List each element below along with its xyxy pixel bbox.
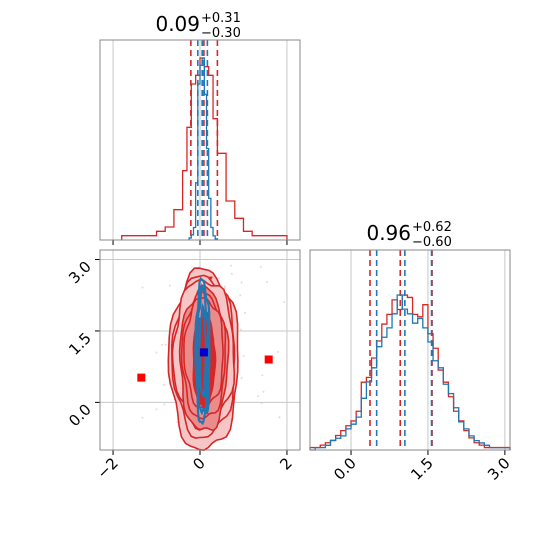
scatter-sample-point <box>242 354 245 357</box>
scatter-sample-point <box>164 343 167 346</box>
scatter-sample-point <box>283 301 286 304</box>
param0-axes-frame <box>99 39 301 241</box>
scatter-sample-point <box>223 285 226 288</box>
scatter-sample-point <box>163 403 166 406</box>
param1-title: 0.96 +0.62 −0.60 <box>366 220 451 250</box>
scatter-sample-point <box>155 408 158 411</box>
scatter-sample-point <box>262 390 265 393</box>
blue-contour-line <box>198 302 208 398</box>
param1-title-main: 0.96 <box>366 221 411 245</box>
param1-title-plus: +0.62 <box>412 220 452 235</box>
param0-histogram-series-1 <box>188 57 219 240</box>
scatter-sample-point <box>261 374 264 377</box>
param0-title-minus: −0.30 <box>201 26 241 41</box>
scatter-sample-point <box>223 287 226 290</box>
scatter-sample-point <box>239 294 242 297</box>
scatter-sample-point <box>141 286 144 289</box>
scatter-sample-point <box>230 272 233 275</box>
red-square-marker <box>137 373 146 382</box>
param1-histogram-series-1 <box>310 294 511 451</box>
scatter-sample-point <box>240 377 243 380</box>
red-square-marker <box>264 355 273 364</box>
scatter-sample-point <box>217 277 220 280</box>
scatter-sample-point <box>257 395 260 398</box>
param1-title-minus: −0.60 <box>412 235 452 250</box>
param0-title: 0.09 +0.31 −0.30 <box>155 11 240 41</box>
red-outlier-marker <box>208 276 213 281</box>
blue-contour-line <box>194 276 211 426</box>
scatter-sample-point <box>276 351 279 354</box>
scatter-sample-point <box>230 264 233 267</box>
scatter-sample-point <box>161 343 164 346</box>
scatter-contour-panel: −2 0 20.01.53.0 <box>65 249 301 482</box>
param0-title-plus: +0.31 <box>201 11 241 26</box>
scatter-sample-point <box>278 416 281 419</box>
scatter-sample-point <box>259 265 262 268</box>
blue-contour-line <box>196 283 210 416</box>
scatter-axes-frame <box>99 249 301 451</box>
scatter-sample-point <box>240 281 243 284</box>
param0-title-main: 0.09 <box>155 12 200 36</box>
blue-square-marker <box>199 348 208 357</box>
scatter-sample-point <box>260 401 263 404</box>
param1-axes-frame <box>309 249 511 451</box>
scatter-sample-point <box>243 311 246 314</box>
scatter-sample-point <box>141 416 144 419</box>
scatter-sample-point <box>265 281 268 284</box>
histogram-panel-param0 <box>99 39 301 245</box>
scatter-sample-point <box>239 328 242 331</box>
scatter-sample-point <box>155 351 158 354</box>
scatter-sample-point <box>168 284 171 287</box>
scatter-sample-point <box>162 383 165 386</box>
